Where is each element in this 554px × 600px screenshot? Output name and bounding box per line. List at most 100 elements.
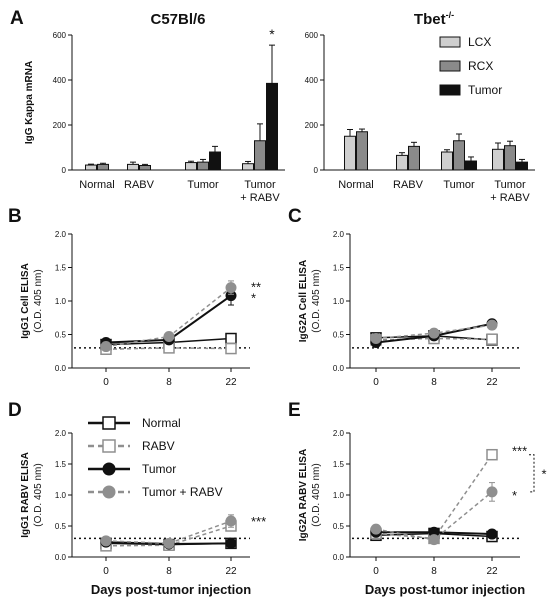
chart-b-xtick-label: 22: [225, 377, 237, 388]
chart-a2-ytick-label: 200: [305, 121, 319, 130]
chart-a2-bar-rcx: [504, 145, 516, 171]
legend-d-marker: [102, 439, 116, 453]
chart-b-xtick-label: 8: [166, 377, 172, 388]
chart-a1-category-label: Normal: [79, 179, 114, 191]
chart-a1-bar-rcx: [254, 140, 266, 171]
chart-b-significance-star: **: [251, 279, 261, 294]
chart-a1-significance-star: *: [269, 26, 275, 42]
chart-d-point: [100, 535, 112, 547]
chart-e-xlabel: Days post-tumor injection: [365, 582, 525, 597]
chart-e-ytick-label: 1.5: [333, 460, 345, 469]
chart-c-point: [370, 333, 382, 345]
chart-e-ylabel: IgG2A RABV ELISA: [298, 449, 309, 541]
chart-c-ylabel: IgG2A Cell ELISA: [298, 260, 309, 342]
chart-d-point: [225, 515, 237, 527]
chart-d-ytick-label: 1.0: [55, 491, 67, 500]
chart-e-ylabel-unit: (O.D. 405 nm): [311, 463, 322, 526]
chart-a1-bar-lcx: [242, 163, 254, 171]
chart-a1-ytick-label: 0: [62, 166, 67, 175]
chart-b-point: [225, 282, 237, 294]
chart-d-point: [163, 537, 175, 549]
chart-c-ytick-label: 0.5: [333, 331, 345, 340]
legend-d-label-rabv: RABV: [142, 439, 175, 453]
chart-a2-ytick-label: 400: [305, 76, 319, 85]
legend-d-label-tumor-rabv: Tumor + RABV: [142, 485, 223, 499]
chart-a1-title: C57Bl/6: [150, 11, 205, 28]
chart-e-significance-star: *: [541, 466, 546, 481]
chart-a1-bar-tumor: [266, 82, 278, 171]
chart-b-point: [225, 332, 237, 345]
chart-a2-bar-lcx: [441, 151, 453, 171]
legend-d-label-tumor: Tumor: [142, 462, 176, 476]
chart-b-ytick-label: 1.0: [55, 297, 67, 306]
chart-a1-bar-lcx: [127, 163, 139, 171]
chart-d-xlabel: Days post-tumor injection: [91, 582, 251, 597]
chart-d-ylabel-unit: (O.D. 405 nm): [33, 463, 44, 526]
chart-b-point: [100, 341, 112, 353]
chart-d-point: [225, 537, 237, 549]
chart-d-ylabel: IgG1 RABV ELISA: [20, 452, 31, 538]
chart-e-ytick-label: 0.5: [333, 522, 345, 531]
chart-b-point: [225, 342, 237, 355]
chart-d-xtick-label: 22: [225, 566, 237, 577]
chart-b-ytick-label: 2.0: [55, 230, 67, 239]
chart-a2-bar-lcx: [344, 135, 356, 171]
chart-c-xtick-label: 8: [431, 377, 437, 388]
chart-d-ytick-label: 2.0: [55, 429, 67, 438]
chart-a2-ytick-label: 0: [314, 166, 319, 175]
chart-a1-bar-lcx: [85, 164, 97, 171]
panel-letter-c: C: [288, 206, 302, 227]
chart-c-point: [428, 327, 440, 339]
chart-b-ylabel-unit: (O.D. 405 nm): [33, 269, 44, 332]
chart-a2-ytick-label: 600: [305, 31, 319, 40]
chart-a1-ytick-label: 200: [53, 121, 67, 130]
chart-e-xtick-label: 0: [373, 566, 379, 577]
chart-b-ytick-label: 0.0: [55, 364, 67, 373]
chart-e-significance-star: *: [512, 488, 517, 503]
chart-b-ytick-label: 0.5: [55, 331, 67, 340]
chart-e-series-rabv: [375, 454, 493, 540]
legend-d-marker: [102, 462, 116, 476]
chart-c-point: [486, 319, 498, 331]
chart-a2-bar-lcx: [396, 154, 408, 171]
chart-a1-bar-tumor: [209, 151, 221, 171]
chart-a1-category-label: Tumor: [244, 179, 276, 191]
chart-b-point: [163, 331, 175, 343]
chart-a2-category-label: Normal: [338, 179, 373, 191]
chart-e-xtick-label: 22: [486, 566, 498, 577]
chart-d-ytick-label: 0.5: [55, 522, 67, 531]
chart-a2-category-label: Tumor: [494, 179, 526, 191]
chart-a1-bar-rcx: [197, 161, 209, 171]
chart-e-point: [486, 486, 498, 498]
chart-a1-category-label: + RABV: [240, 192, 280, 204]
chart-a2-bar-tumor: [516, 161, 528, 171]
legend-a-swatch-lcx: [439, 36, 461, 48]
chart-a2-category-label: RABV: [393, 179, 424, 191]
chart-b-ytick-label: 1.5: [55, 264, 67, 273]
panel-letter-e: E: [288, 400, 301, 421]
chart-d-xtick-label: 0: [103, 566, 109, 577]
chart-b-xtick-label: 0: [103, 377, 109, 388]
chart-a2-title: Tbet-/-: [414, 10, 454, 28]
chart-c-xtick-label: 0: [373, 377, 379, 388]
panel-letter-a: A: [10, 8, 24, 29]
chart-a2-category-label: + RABV: [490, 192, 530, 204]
legend-a-swatch-rcx: [439, 60, 461, 72]
chart-b-significance-star: *: [251, 291, 256, 306]
chart-c-ytick-label: 0.0: [333, 364, 345, 373]
chart-a2-bar-rcx: [453, 140, 465, 171]
chart-a2-bar-lcx: [492, 148, 504, 171]
chart-a1-category-label: RABV: [124, 179, 155, 191]
chart-c-ylabel-unit: (O.D. 405 nm): [311, 269, 322, 332]
chart-a1-bar-rcx: [139, 165, 151, 171]
chart-a2-bar-tumor: [465, 160, 477, 171]
chart-e-point: [486, 528, 498, 540]
legend-d-label-normal: Normal: [142, 416, 181, 430]
chart-c-point: [486, 333, 498, 345]
legend-d-marker: [102, 485, 116, 499]
legend-d-marker: [102, 416, 116, 430]
chart-a2-bar-rcx: [408, 145, 420, 171]
chart-a1-ylabel: IgG Kappa mRNA: [24, 61, 35, 144]
chart-d-ytick-label: 0.0: [55, 553, 67, 562]
